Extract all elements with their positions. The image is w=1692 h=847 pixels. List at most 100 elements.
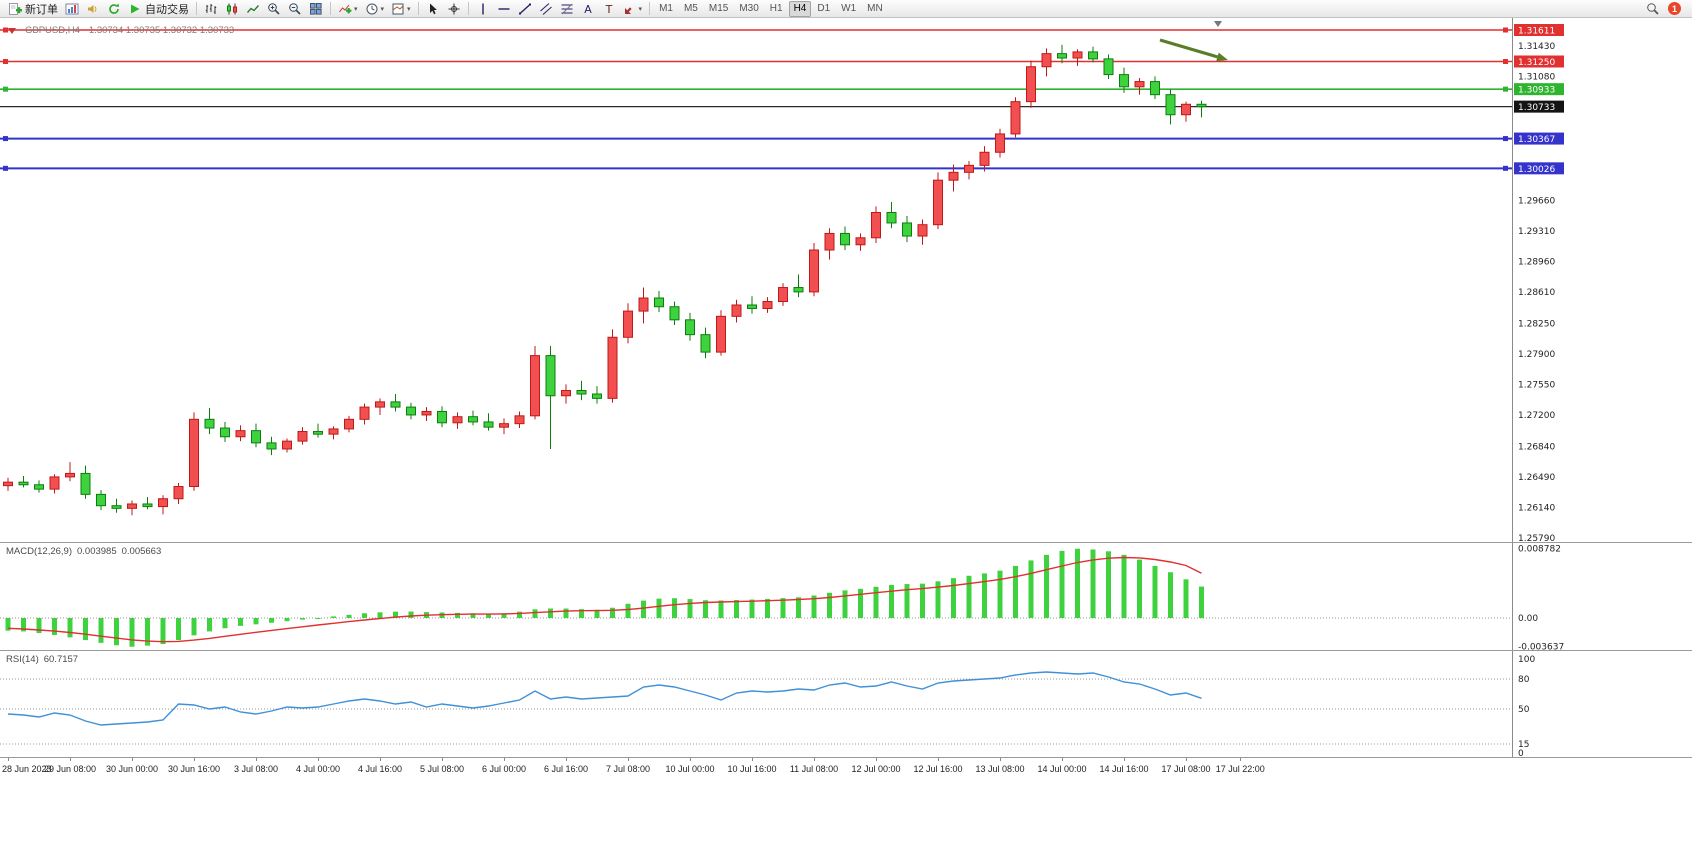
zoom-out-button[interactable] (285, 1, 305, 17)
new-order-button[interactable]: 新订单 (5, 1, 61, 17)
indicators-button[interactable]: ▾ (335, 1, 361, 17)
chart-title: GBPUSD,H4 1.30734 1.30735 1.30732 1.3073… (8, 25, 234, 36)
rsi-panel[interactable]: 100 80 50 15 0 RSI(14) 60.7157 (0, 650, 1692, 758)
toolbar-separator (467, 2, 469, 15)
macd-label: MACD(12,26,9) 0.003985 0.005663 (6, 546, 161, 557)
timeframe-button-M5[interactable]: M5 (683, 2, 698, 14)
macd-bar (610, 607, 615, 618)
tile-windows-button[interactable] (306, 1, 326, 17)
trendline-icon (518, 2, 532, 16)
macd-bar (827, 592, 832, 618)
macd-bar (842, 590, 848, 618)
time-axis-label: 6 Jul 16:00 (543, 764, 589, 774)
text-button[interactable]: A (578, 1, 598, 17)
candle-body (933, 179, 943, 226)
chart-window-button[interactable] (62, 1, 82, 17)
time-axis[interactable]: 28 Jun 2023 29 Jun 08:00 30 Jun 00:00 30 Ju… (0, 757, 1692, 780)
timeframe-button-W1[interactable]: W1 (841, 2, 857, 14)
timeframe-button-MN[interactable]: MN (867, 2, 883, 14)
macd-bar (160, 618, 166, 645)
line-handle[interactable] (1503, 86, 1508, 92)
line-handle[interactable] (1503, 165, 1508, 171)
candle-body (762, 300, 773, 309)
candlestick-chart[interactable]: 1.31430 1.31080 1.29660 1.29310 1.28960 1.286… (0, 18, 1692, 542)
periods-button[interactable]: ▾ (362, 1, 388, 17)
candle-body (685, 319, 695, 336)
macd-panel[interactable]: 0.008782 0.00 -0.003637 MACD(12,26,9) 0.00… (0, 542, 1692, 651)
trend-arrow[interactable] (1159, 38, 1218, 59)
candle-body (1181, 103, 1191, 116)
rsi-axis-label: 50 (1518, 705, 1530, 715)
line-chart-button[interactable] (243, 1, 263, 17)
line-handle[interactable] (3, 59, 8, 65)
autotrading-button[interactable]: 自动交易 (125, 1, 192, 17)
timeframe-button-M30[interactable]: M30 (739, 2, 759, 14)
time-axis-tick (690, 758, 691, 761)
macd-bar (1013, 565, 1018, 618)
refresh-icon (107, 2, 121, 16)
timeframe-button-M1[interactable]: M1 (659, 2, 673, 14)
candle-body (840, 232, 850, 246)
macd-bar (331, 616, 336, 618)
candlestick-chart-button[interactable] (222, 1, 242, 17)
sound-alert-button[interactable] (83, 1, 103, 17)
zoom-in-button[interactable] (264, 1, 284, 17)
rsi-chart[interactable]: 100 80 50 150 (0, 651, 1692, 758)
macd-bar (656, 598, 662, 618)
price-axis-label: 1.28960 (1518, 257, 1555, 267)
notification-badge[interactable]: 1 (1668, 2, 1681, 15)
vertical-line-button[interactable] (473, 1, 493, 17)
horizontal-line-button[interactable] (494, 1, 514, 17)
timeframe-button-H4[interactable]: H4 (788, 0, 812, 17)
macd-bar (145, 618, 150, 646)
time-axis-tick (1124, 758, 1125, 761)
macd-bar (796, 597, 801, 618)
search-button[interactable] (1643, 1, 1663, 17)
new-order-icon (8, 2, 22, 16)
fibonacci-button[interactable] (557, 1, 577, 17)
line-handle[interactable] (1503, 136, 1508, 142)
price-axis-label: 1.29660 (1518, 196, 1555, 206)
line-handle[interactable] (3, 136, 8, 142)
price-chart-panel[interactable]: 1.31430 1.31080 1.29660 1.29310 1.28960 1.286… (0, 18, 1692, 542)
candle-body (80, 472, 91, 495)
text-label-button[interactable]: T (599, 1, 619, 17)
line-handle[interactable] (3, 165, 8, 171)
timeframe-button-D1[interactable]: D1 (817, 2, 831, 14)
timeframe-button-M15[interactable]: M15 (708, 2, 729, 14)
line-handle[interactable] (3, 86, 8, 92)
crosshair-button[interactable] (444, 1, 464, 17)
timeframe-button-H1[interactable]: H1 (769, 2, 783, 14)
templates-button[interactable]: ▾ (388, 1, 414, 17)
cursor-button[interactable] (423, 1, 443, 17)
macd-bar (300, 618, 305, 620)
time-axis-label: 10 Jul 00:00 (665, 764, 715, 774)
candle-body (747, 304, 757, 309)
candle-body (514, 415, 525, 425)
bar-chart-button[interactable] (201, 1, 221, 17)
time-axis-tick (8, 758, 9, 761)
channel-button[interactable] (536, 1, 556, 17)
price-badge-text: 1.31611 (1518, 27, 1555, 37)
rsi-axis-label: 15 (1518, 740, 1529, 750)
candle-body (886, 211, 897, 224)
candle-body (1134, 81, 1145, 88)
line-handle[interactable] (1503, 27, 1508, 33)
candle-body (390, 401, 401, 408)
macd-bar (470, 613, 476, 618)
macd-bar (346, 614, 352, 618)
candle-body (468, 416, 478, 423)
chart-symbol: GBPUSD,H4 (25, 25, 80, 36)
macd-bar (36, 618, 42, 633)
macd-bar (579, 609, 584, 618)
refresh-button[interactable] (104, 1, 124, 17)
trendline-button[interactable] (515, 1, 535, 17)
price-badge (1514, 24, 1564, 36)
macd-chart[interactable]: 0.008782 0.00 -0.003637 (0, 543, 1692, 651)
line-handle[interactable] (3, 27, 8, 33)
chart-shift-marker[interactable] (1214, 21, 1222, 27)
candle-body (855, 237, 866, 246)
candle-body (220, 427, 230, 438)
arrows-button[interactable]: ▾ (620, 1, 646, 17)
line-handle[interactable] (1503, 59, 1508, 65)
